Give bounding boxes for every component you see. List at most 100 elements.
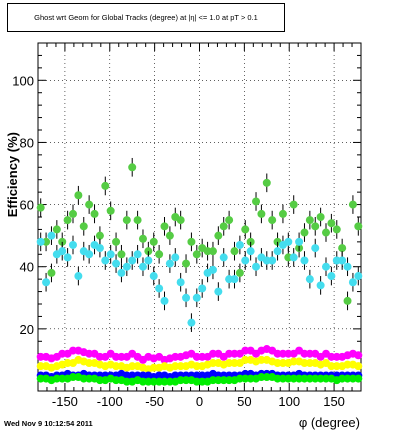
data-point — [155, 284, 164, 293]
data-point — [133, 216, 142, 225]
axes: -150 -100 -50 0 50 100 150 20 40 60 80 100 — [12, 43, 362, 409]
data-point — [300, 228, 309, 237]
data-point — [144, 256, 153, 265]
data-point — [58, 247, 67, 256]
data-point — [101, 256, 110, 265]
data-point — [300, 256, 309, 265]
data-point — [149, 237, 158, 246]
data-point — [343, 296, 352, 305]
data-point — [95, 244, 104, 253]
series-0 — [36, 157, 363, 311]
data-point — [289, 253, 298, 262]
data-point — [230, 275, 239, 284]
data-point — [52, 225, 61, 234]
data-point — [133, 250, 142, 259]
data-point — [305, 216, 314, 225]
data-point — [192, 293, 201, 302]
data-point — [235, 240, 244, 249]
data-point — [208, 247, 217, 256]
data-point — [305, 275, 314, 284]
data-point — [262, 178, 271, 187]
data-point — [176, 278, 185, 287]
data-point — [149, 272, 158, 281]
data-point — [47, 231, 56, 240]
data-point — [354, 222, 363, 231]
data-point — [322, 228, 331, 237]
data-point — [160, 296, 169, 305]
data-point — [198, 284, 207, 293]
data-point — [214, 231, 223, 240]
data-point — [128, 163, 137, 172]
data-point — [268, 216, 277, 225]
y-tick-label: 20 — [20, 322, 34, 337]
data-point — [268, 256, 277, 265]
data-point — [348, 278, 357, 287]
data-point — [252, 262, 261, 271]
data-point — [241, 256, 250, 265]
data-point — [117, 250, 126, 259]
x-tick-label: 150 — [323, 394, 345, 409]
data-point — [327, 219, 336, 228]
data-point — [165, 259, 174, 268]
y-tick-label: 100 — [12, 73, 34, 88]
data-point — [316, 213, 325, 221]
data-point — [354, 272, 363, 281]
data-point — [246, 247, 255, 256]
data-point — [160, 222, 169, 231]
data-point — [192, 250, 201, 259]
data-point — [68, 240, 77, 249]
data-point — [90, 209, 99, 218]
data-point — [117, 268, 126, 277]
data-point — [95, 231, 104, 240]
data-point — [354, 351, 363, 360]
data-point — [101, 181, 110, 190]
data-point — [230, 247, 239, 256]
data-point — [68, 209, 77, 218]
data-point — [219, 253, 228, 262]
data-point — [106, 250, 115, 259]
y-tick-label: 80 — [20, 135, 34, 150]
x-tick-label: 0 — [196, 394, 203, 409]
series-1 — [36, 226, 363, 332]
x-tick-label: 50 — [237, 394, 251, 409]
data-point — [316, 281, 325, 290]
data-point — [63, 253, 72, 262]
chart-title-box: Ghost wrt Geom for Global Tracks (degree… — [7, 3, 285, 32]
data-point — [171, 253, 180, 262]
data-point — [122, 262, 131, 271]
data-point — [63, 216, 72, 225]
data-point — [74, 191, 83, 200]
data-point — [182, 293, 191, 302]
series-3 — [36, 355, 363, 374]
y-tick-label: 40 — [20, 260, 34, 275]
data-point — [187, 318, 196, 327]
data-point — [214, 287, 223, 296]
x-tick-label: -150 — [52, 394, 78, 409]
data-point — [42, 278, 51, 287]
series-5 — [36, 373, 363, 386]
data-point — [182, 259, 191, 268]
data-point — [85, 200, 94, 209]
data-point — [176, 216, 185, 225]
data-point — [235, 268, 244, 277]
y-tick-label: 60 — [20, 198, 34, 213]
data-point — [273, 247, 282, 256]
data-point — [219, 222, 228, 231]
data-point — [338, 244, 347, 253]
data-point — [241, 225, 250, 234]
data-point — [348, 200, 357, 209]
data-point — [289, 200, 298, 209]
data-point — [36, 203, 45, 212]
data-point — [354, 374, 363, 383]
data-point — [354, 362, 363, 371]
data-point — [208, 265, 217, 274]
data-point — [112, 259, 121, 268]
plot-frame — [37, 42, 362, 392]
data-marks — [36, 157, 363, 386]
data-point — [187, 237, 196, 246]
data-point — [85, 250, 94, 259]
timestamp: Wed Nov 9 10:12:54 2011 — [4, 419, 93, 428]
data-point — [155, 250, 164, 259]
chart-title: Ghost wrt Geom for Global Tracks (degree… — [34, 13, 258, 22]
